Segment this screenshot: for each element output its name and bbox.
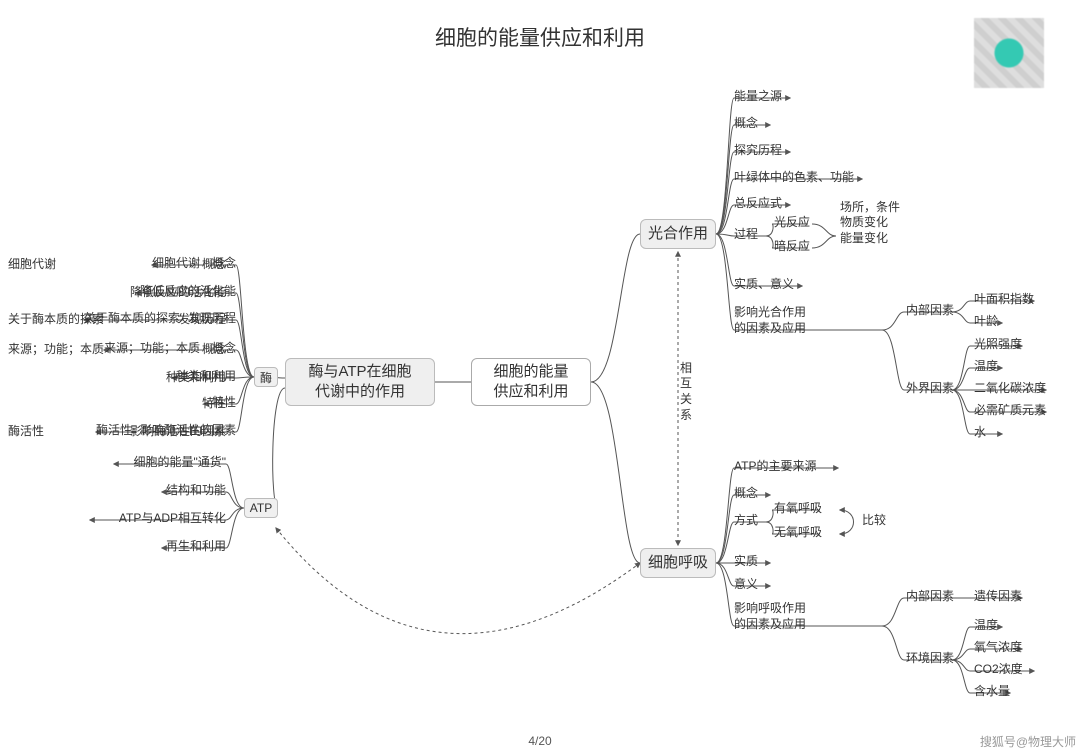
thumbnail-icon bbox=[974, 18, 1044, 88]
leaf: CO2浓度 bbox=[974, 662, 1023, 678]
leaf: 结构和功能 bbox=[166, 483, 226, 499]
leaf: 种类和利用 bbox=[176, 369, 236, 385]
leaf: 探究历程 bbox=[734, 143, 782, 159]
leaf: 关于酶本质的探索 bbox=[84, 311, 180, 327]
box-center: 细胞的能量供应和利用 bbox=[471, 358, 591, 406]
leaf: 降低反应的活化能 bbox=[140, 284, 236, 300]
leaf: 光照强度 bbox=[974, 337, 1022, 353]
page-title: 细胞的能量供应和利用 bbox=[0, 22, 1080, 52]
leaf: 比较 bbox=[862, 513, 886, 529]
leaf: 总反应式 bbox=[734, 196, 782, 212]
leaf: 暗反应 bbox=[774, 239, 810, 255]
mei-leaf: 概念 bbox=[60, 257, 226, 273]
leaf: ATP的主要来源 bbox=[734, 459, 816, 475]
leaf: 方式 bbox=[734, 513, 758, 529]
leaf: 含水量 bbox=[974, 684, 1010, 700]
leaf: 环境因素 bbox=[906, 651, 954, 667]
leaf: 细胞的能量"通货" bbox=[118, 455, 226, 471]
leaf: 过程 bbox=[734, 227, 758, 243]
leaf: 能量之源 bbox=[734, 89, 782, 105]
leaf: 场所，条件物质变化能量变化 bbox=[840, 215, 900, 231]
leaf: 外界因素 bbox=[906, 381, 954, 397]
diagram-canvas: 细胞的能量供应和利用 4/20 搜狐号@物理大师 细胞的能量供应和利用酶与ATP… bbox=[0, 0, 1080, 754]
leaf: 来源；功能；本质 bbox=[104, 341, 200, 357]
leaf: 特性 bbox=[208, 395, 236, 411]
leaf: 氧气浓度 bbox=[974, 640, 1022, 656]
leaf: 叶面积指数 bbox=[974, 292, 1034, 308]
box-photo: 光合作用 bbox=[640, 219, 716, 249]
leaf: 影响酶活性的因素 bbox=[140, 423, 236, 439]
leaf: 细胞代谢 bbox=[152, 256, 200, 272]
leaf: 温度 bbox=[974, 359, 998, 375]
leaf: 叶绿体中的色素、功能 bbox=[734, 170, 854, 186]
mei-leaf2: 酶活性 bbox=[8, 424, 44, 440]
leaf: 实质、意义 bbox=[734, 277, 794, 293]
leaf: 温度 bbox=[974, 618, 998, 634]
leaf: 实质 bbox=[734, 554, 758, 570]
rel-label: 相互关系 bbox=[680, 360, 694, 424]
leaf: 必需矿质元素 bbox=[974, 403, 1046, 419]
box-resp: 细胞呼吸 bbox=[640, 548, 716, 578]
leaf: 光反应 bbox=[774, 215, 810, 231]
leaf: ATP与ADP相互转化 bbox=[94, 511, 226, 527]
leaf: 叶龄 bbox=[974, 314, 998, 330]
box-enzyme: 酶与ATP在细胞代谢中的作用 bbox=[285, 358, 435, 406]
leaf: 酶活性 bbox=[96, 423, 132, 439]
leaf: 发现历程 bbox=[188, 311, 236, 327]
leaf: 二氧化碳浓度 bbox=[974, 381, 1046, 397]
leaf: 概念 bbox=[208, 256, 236, 272]
mei-leaf2: 来源；功能；本质 bbox=[8, 342, 104, 358]
box-atp: ATP bbox=[244, 498, 278, 518]
mei-leaf2: 细胞代谢 bbox=[8, 257, 56, 273]
leaf: 无氧呼吸 bbox=[774, 525, 822, 541]
leaf: 水 bbox=[974, 425, 986, 441]
leaf: 内部因素 bbox=[906, 303, 954, 319]
leaf: 遗传因素 bbox=[974, 589, 1022, 605]
mei-leaf: 特性 bbox=[60, 396, 226, 412]
watermark: 搜狐号@物理大师 bbox=[980, 733, 1076, 750]
box-mei: 酶 bbox=[254, 367, 278, 387]
leaf: 概念 bbox=[734, 116, 758, 132]
leaf: 再生和利用 bbox=[166, 539, 226, 555]
leaf: 影响光合作用的因素及应用 bbox=[734, 313, 806, 329]
page-number: 4/20 bbox=[0, 734, 1080, 748]
leaf: 意义 bbox=[734, 577, 758, 593]
leaf: 影响呼吸作用的因素及应用 bbox=[734, 609, 806, 625]
leaf: 概念 bbox=[734, 486, 758, 502]
leaf: 有氧呼吸 bbox=[774, 501, 822, 517]
leaf: 概念 bbox=[208, 341, 236, 357]
leaf: 内部因素 bbox=[906, 589, 954, 605]
